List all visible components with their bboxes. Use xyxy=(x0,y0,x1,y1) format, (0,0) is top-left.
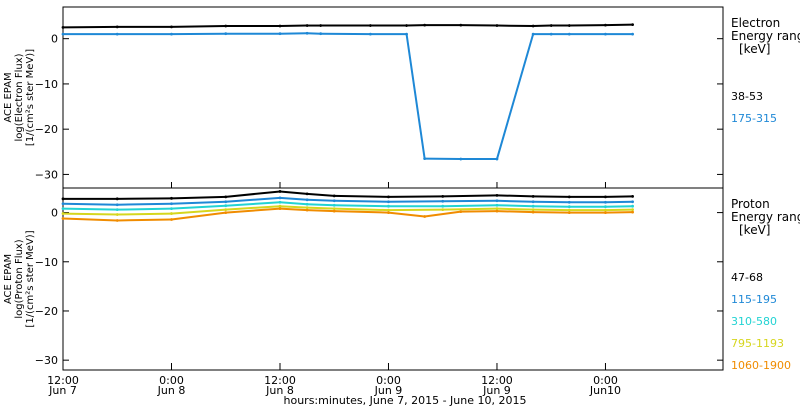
proton-segment-47-68 xyxy=(442,194,497,198)
proton-ytick-label: −30 xyxy=(35,354,58,367)
proton-segment-795-1193 xyxy=(62,212,118,216)
proton-ylabel: [1/(cm²s ster MeV)] xyxy=(25,230,36,327)
proton-segment-115-195 xyxy=(62,202,118,206)
proton-legend-47-68: 47-68 xyxy=(731,271,763,284)
proton-segment-795-1193 xyxy=(225,205,281,211)
proton-ytick-label: −10 xyxy=(35,256,58,269)
proton-segment-310-580 xyxy=(334,204,389,208)
proton-segment-115-195 xyxy=(307,198,335,202)
x-tick-date: Jun 7 xyxy=(48,384,77,397)
x-tick-date: Jun 9 xyxy=(374,384,403,397)
proton-segment-310-580 xyxy=(62,207,118,211)
proton-segment-115-195 xyxy=(171,200,226,205)
electron-legend-38-53: 38-53 xyxy=(731,90,763,103)
proton-legend-1060-1900: 1060-1900 xyxy=(731,359,791,372)
proton-legend-115-195: 115-195 xyxy=(731,293,777,306)
proton-legend-title: Energy ranges xyxy=(731,210,800,224)
proton-segment-47-68 xyxy=(334,194,389,198)
proton-segment-310-580 xyxy=(171,204,226,210)
proton-segment-795-1193 xyxy=(442,207,497,211)
proton-segment-310-580 xyxy=(442,204,497,208)
x-tick-date: Jun 8 xyxy=(157,384,186,397)
proton-segment-310-580 xyxy=(117,207,172,211)
proton-segment-795-1193 xyxy=(171,208,226,215)
electron-segment-38-53 xyxy=(171,25,226,28)
proton-segment-1060-1900 xyxy=(388,211,425,218)
electron-segment-175-315 xyxy=(496,33,535,160)
proton-segment-310-580 xyxy=(307,203,335,207)
proton-segment-1060-1900 xyxy=(334,210,389,214)
x-tick-time: 12:00 xyxy=(264,374,296,387)
electron-ylabel: log(Electron Flux) xyxy=(14,53,25,141)
proton-legend-310-580: 310-580 xyxy=(731,315,777,328)
electron-ytick-label: −20 xyxy=(35,123,58,136)
proton-segment-795-1193 xyxy=(334,207,389,212)
x-tick-date: Jun 9 xyxy=(482,384,511,397)
x-tick-time: 12:00 xyxy=(481,374,513,387)
proton-ylabel: ACE EPAM xyxy=(3,254,14,304)
proton-segment-1060-1900 xyxy=(171,211,226,221)
proton-segment-310-580 xyxy=(225,201,281,207)
proton-segment-1060-1900 xyxy=(225,207,281,214)
electron-ytick-label: 0 xyxy=(51,33,58,46)
x-tick-date: Jun 8 xyxy=(265,384,294,397)
proton-legend-795-1193: 795-1193 xyxy=(731,337,784,350)
proton-segment-47-68 xyxy=(496,194,534,198)
proton-segment-1060-1900 xyxy=(424,210,461,218)
proton-ytick-label: −20 xyxy=(35,305,58,318)
proton-segment-115-195 xyxy=(496,199,534,203)
proton-segment-47-68 xyxy=(225,190,281,198)
proton-segment-115-195 xyxy=(279,196,308,201)
proton-segment-310-580 xyxy=(496,204,534,208)
proton-segment-115-195 xyxy=(117,202,172,206)
x-tick-time: 12:00 xyxy=(47,374,79,387)
proton-legend-title: [keV] xyxy=(739,223,770,237)
electron-ylabel: ACE EPAM xyxy=(3,72,14,122)
electron-ytick-label: −30 xyxy=(35,168,58,181)
proton-segment-1060-1900 xyxy=(279,207,308,212)
electron-legend-title: [keV] xyxy=(739,42,770,56)
electron-legend-title: Electron xyxy=(731,16,780,30)
proton-segment-115-195 xyxy=(334,199,389,203)
proton-segment-47-68 xyxy=(171,195,226,200)
proton-segment-795-1193 xyxy=(279,205,308,209)
proton-segment-1060-1900 xyxy=(307,209,335,213)
proton-segment-310-580 xyxy=(279,201,308,206)
proton-legend-title: Proton xyxy=(731,197,770,211)
x-tick-time: 0:00 xyxy=(159,374,184,387)
x-axis-title: hours:minutes, June 7, 2015 - June 10, 2… xyxy=(284,394,527,407)
proton-segment-115-195 xyxy=(225,196,281,203)
proton-segment-795-1193 xyxy=(496,207,534,211)
x-tick-time: 0:00 xyxy=(593,374,618,387)
electron-legend-title: Energy ranges xyxy=(731,29,800,43)
electron-segment-175-315 xyxy=(405,34,426,159)
proton-frame xyxy=(62,187,724,371)
proton-segment-1060-1900 xyxy=(496,210,534,214)
proton-ytick-label: 0 xyxy=(51,207,58,220)
electron-ytick-label: −10 xyxy=(35,78,58,91)
proton-segment-47-68 xyxy=(307,192,335,197)
proton-segment-795-1193 xyxy=(307,206,335,210)
proton-segment-1060-1900 xyxy=(117,218,172,222)
proton-segment-795-1193 xyxy=(117,212,172,216)
electron-ylabel: [1/(cm²s ster MeV)] xyxy=(25,49,36,146)
proton-segment-1060-1900 xyxy=(62,217,118,222)
x-tick-time: 0:00 xyxy=(376,374,401,387)
proton-ylabel: log(Proton Flux) xyxy=(14,239,25,318)
proton-panel: 0 −10 −20 −30 ACE EPAM log(Proton Flux) [1/(cm… xyxy=(3,187,800,372)
x-tick-date: Jun10 xyxy=(589,384,621,397)
proton-segment-47-68 xyxy=(279,190,308,195)
electron-panel: 0 −10 −20 −30 ACE EPAM log(Electron Flux) [1/(… xyxy=(3,6,800,189)
electron-legend-175-315: 175-315 xyxy=(731,112,777,125)
